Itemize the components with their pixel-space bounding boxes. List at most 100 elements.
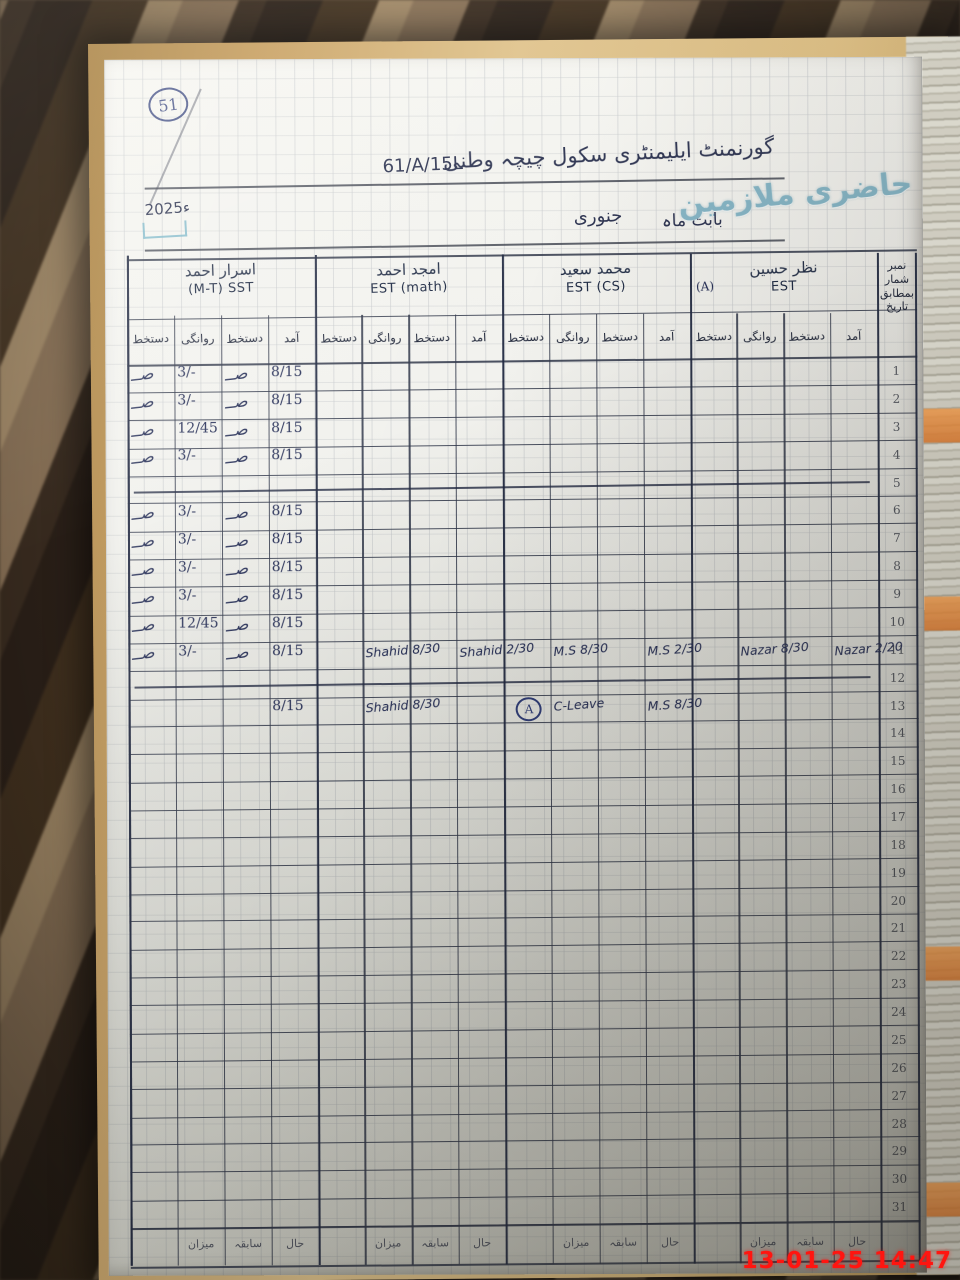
footer-summary-label: حال [472,1236,492,1250]
year-underline-mark [142,220,188,239]
date-row-number: 8 [893,558,901,573]
footer-summary-label: میزان [375,1236,402,1251]
date-row-number: 19 [890,865,906,880]
table-row-line [129,1052,920,1063]
register-book: 51 حاضری ملازمین گورنمنٹ ایلیمنٹری سکول … [88,36,960,1280]
date-row-number: 30 [891,1172,908,1187]
date-row-number: 23 [891,976,907,992]
handwritten-signature: صــ [223,446,249,468]
sub-column-divider [455,314,461,1265]
table-row-line [129,885,920,896]
handwritten-signature: صــ [223,502,249,524]
table-row-line [127,467,918,478]
sub-column-divider [642,313,648,1264]
handwritten-time-entry: 3/- [177,392,196,409]
handwritten-signature: صــ [224,641,250,664]
table-row-line [129,857,920,868]
month-value: جنوری [573,205,624,228]
footer-summary-label: حال [847,1234,867,1249]
sub-column-header: آمد [658,329,675,344]
sub-column-divider [736,313,742,1264]
handwritten-time-entry: 8/15 [271,503,303,520]
handwritten-signature: صــ [130,558,156,580]
date-row-number: 21 [890,921,907,936]
date-row-number: 13 [889,698,906,713]
sub-column-divider [361,314,367,1265]
handwritten-signature: صــ [130,586,156,608]
handwritten-time-entry: 3/- [177,531,197,548]
sub-column-header: دستخط [694,328,732,345]
date-row-number: 28 [891,1116,907,1131]
sub-column-header: آمد [283,330,300,346]
handwritten-signature: صــ [130,614,156,636]
table-row-line [129,801,919,812]
table-row-line [130,1136,921,1147]
sub-column-divider [408,314,414,1265]
register-page-sheet: 51 حاضری ملازمین گورنمنٹ ایلیمنٹری سکول … [104,56,927,1276]
teacher-column-heading: امجد احمد EST (math) [318,260,498,299]
table-row-line [130,1191,921,1203]
date-row-number: 9 [893,586,902,601]
date-row-number: 29 [891,1144,908,1159]
sub-column-header: روانگی [368,330,403,346]
date-row-number: 15 [890,753,906,769]
sub-column-header: دستخط [319,330,357,346]
date-row-number: 26 [891,1060,907,1075]
sub-column-header: روانگی [180,330,215,347]
teacher-name-urdu: محمد سعید [559,258,632,280]
teacher-designation: EST [770,278,797,295]
table-row-line [130,1081,921,1090]
table-row-line [129,830,920,840]
sub-column-header: آمد [470,330,487,345]
teacher-column-heading: اسرار احمد (M-T) SST [131,260,311,300]
sub-column-header: دستخط [413,329,451,346]
table-row-line [129,940,920,952]
table-row-line [129,913,920,923]
teacher-name-urdu: نظر حسین [748,258,818,279]
handwritten-time-entry: 8/15 [271,642,304,659]
handwritten-signature: صــ [223,390,249,413]
handwritten-time-entry: 3/- [177,447,196,464]
handwritten-signature: صــ [129,419,155,441]
handwritten-time-entry: 8/15 [271,614,304,631]
handwritten-time-entry: 8/15 [271,419,303,436]
table-row-line [129,997,920,1007]
teacher-column-heading: محمد سعید EST (CS) [506,259,686,298]
sub-column-divider [783,313,789,1264]
handwritten-time-entry: 8/15 [271,447,303,464]
sub-column-header: دستخط [225,330,263,347]
camera-timestamp: 13-01-25 14:47 [741,1248,952,1274]
date-row-number: 12 [889,670,906,685]
handwritten-time-entry: 3/- [177,559,197,576]
date-row-number: 22 [890,949,907,964]
handwritten-time-entry: 3/- [178,587,197,604]
date-row-number: 31 [891,1199,908,1214]
table-row-line [130,1164,921,1174]
handwritten-signature: صــ [223,418,249,441]
year-value: 2025ء [144,197,191,220]
name-band-divider [127,309,918,321]
date-column-header: نمبر شمار بمطابق تاریخ [880,259,914,314]
footer-summary-label: حال [660,1235,679,1249]
sub-column-header: دستخط [132,330,170,347]
handwritten-signature: صــ [130,530,155,552]
attendance-table: نظر حسین EST (A) محمد سعید EST (CS) امجد احمد… [126,249,921,1269]
sub-column-header: دستخط [507,329,545,345]
date-row-number: 2 [892,391,901,406]
handwritten-time-entry: M.S 8/30 [646,694,703,714]
table-row-line [130,1108,921,1119]
handwritten-time-entry: 8/15 [272,698,304,715]
date-row-number: 18 [890,837,906,852]
handwritten-time-entry: 8/15 [271,531,304,548]
handwritten-time-entry: 3/- [178,643,197,660]
footer-summary-label: سابقہ [421,1236,450,1251]
teacher-designation: EST (CS) [565,279,627,296]
table-row-line [128,746,919,756]
footer-summary-label: میزان [562,1235,590,1250]
teacher-name-urdu: اسرار احمد [184,260,257,281]
school-code: 61/A/15L [382,152,464,178]
date-row-number: 5 [892,475,901,490]
handwritten-time-entry: 8/15 [271,391,303,408]
footer-band-divider [130,1220,921,1231]
handwritten-time-entry: 12/45 [178,615,219,632]
